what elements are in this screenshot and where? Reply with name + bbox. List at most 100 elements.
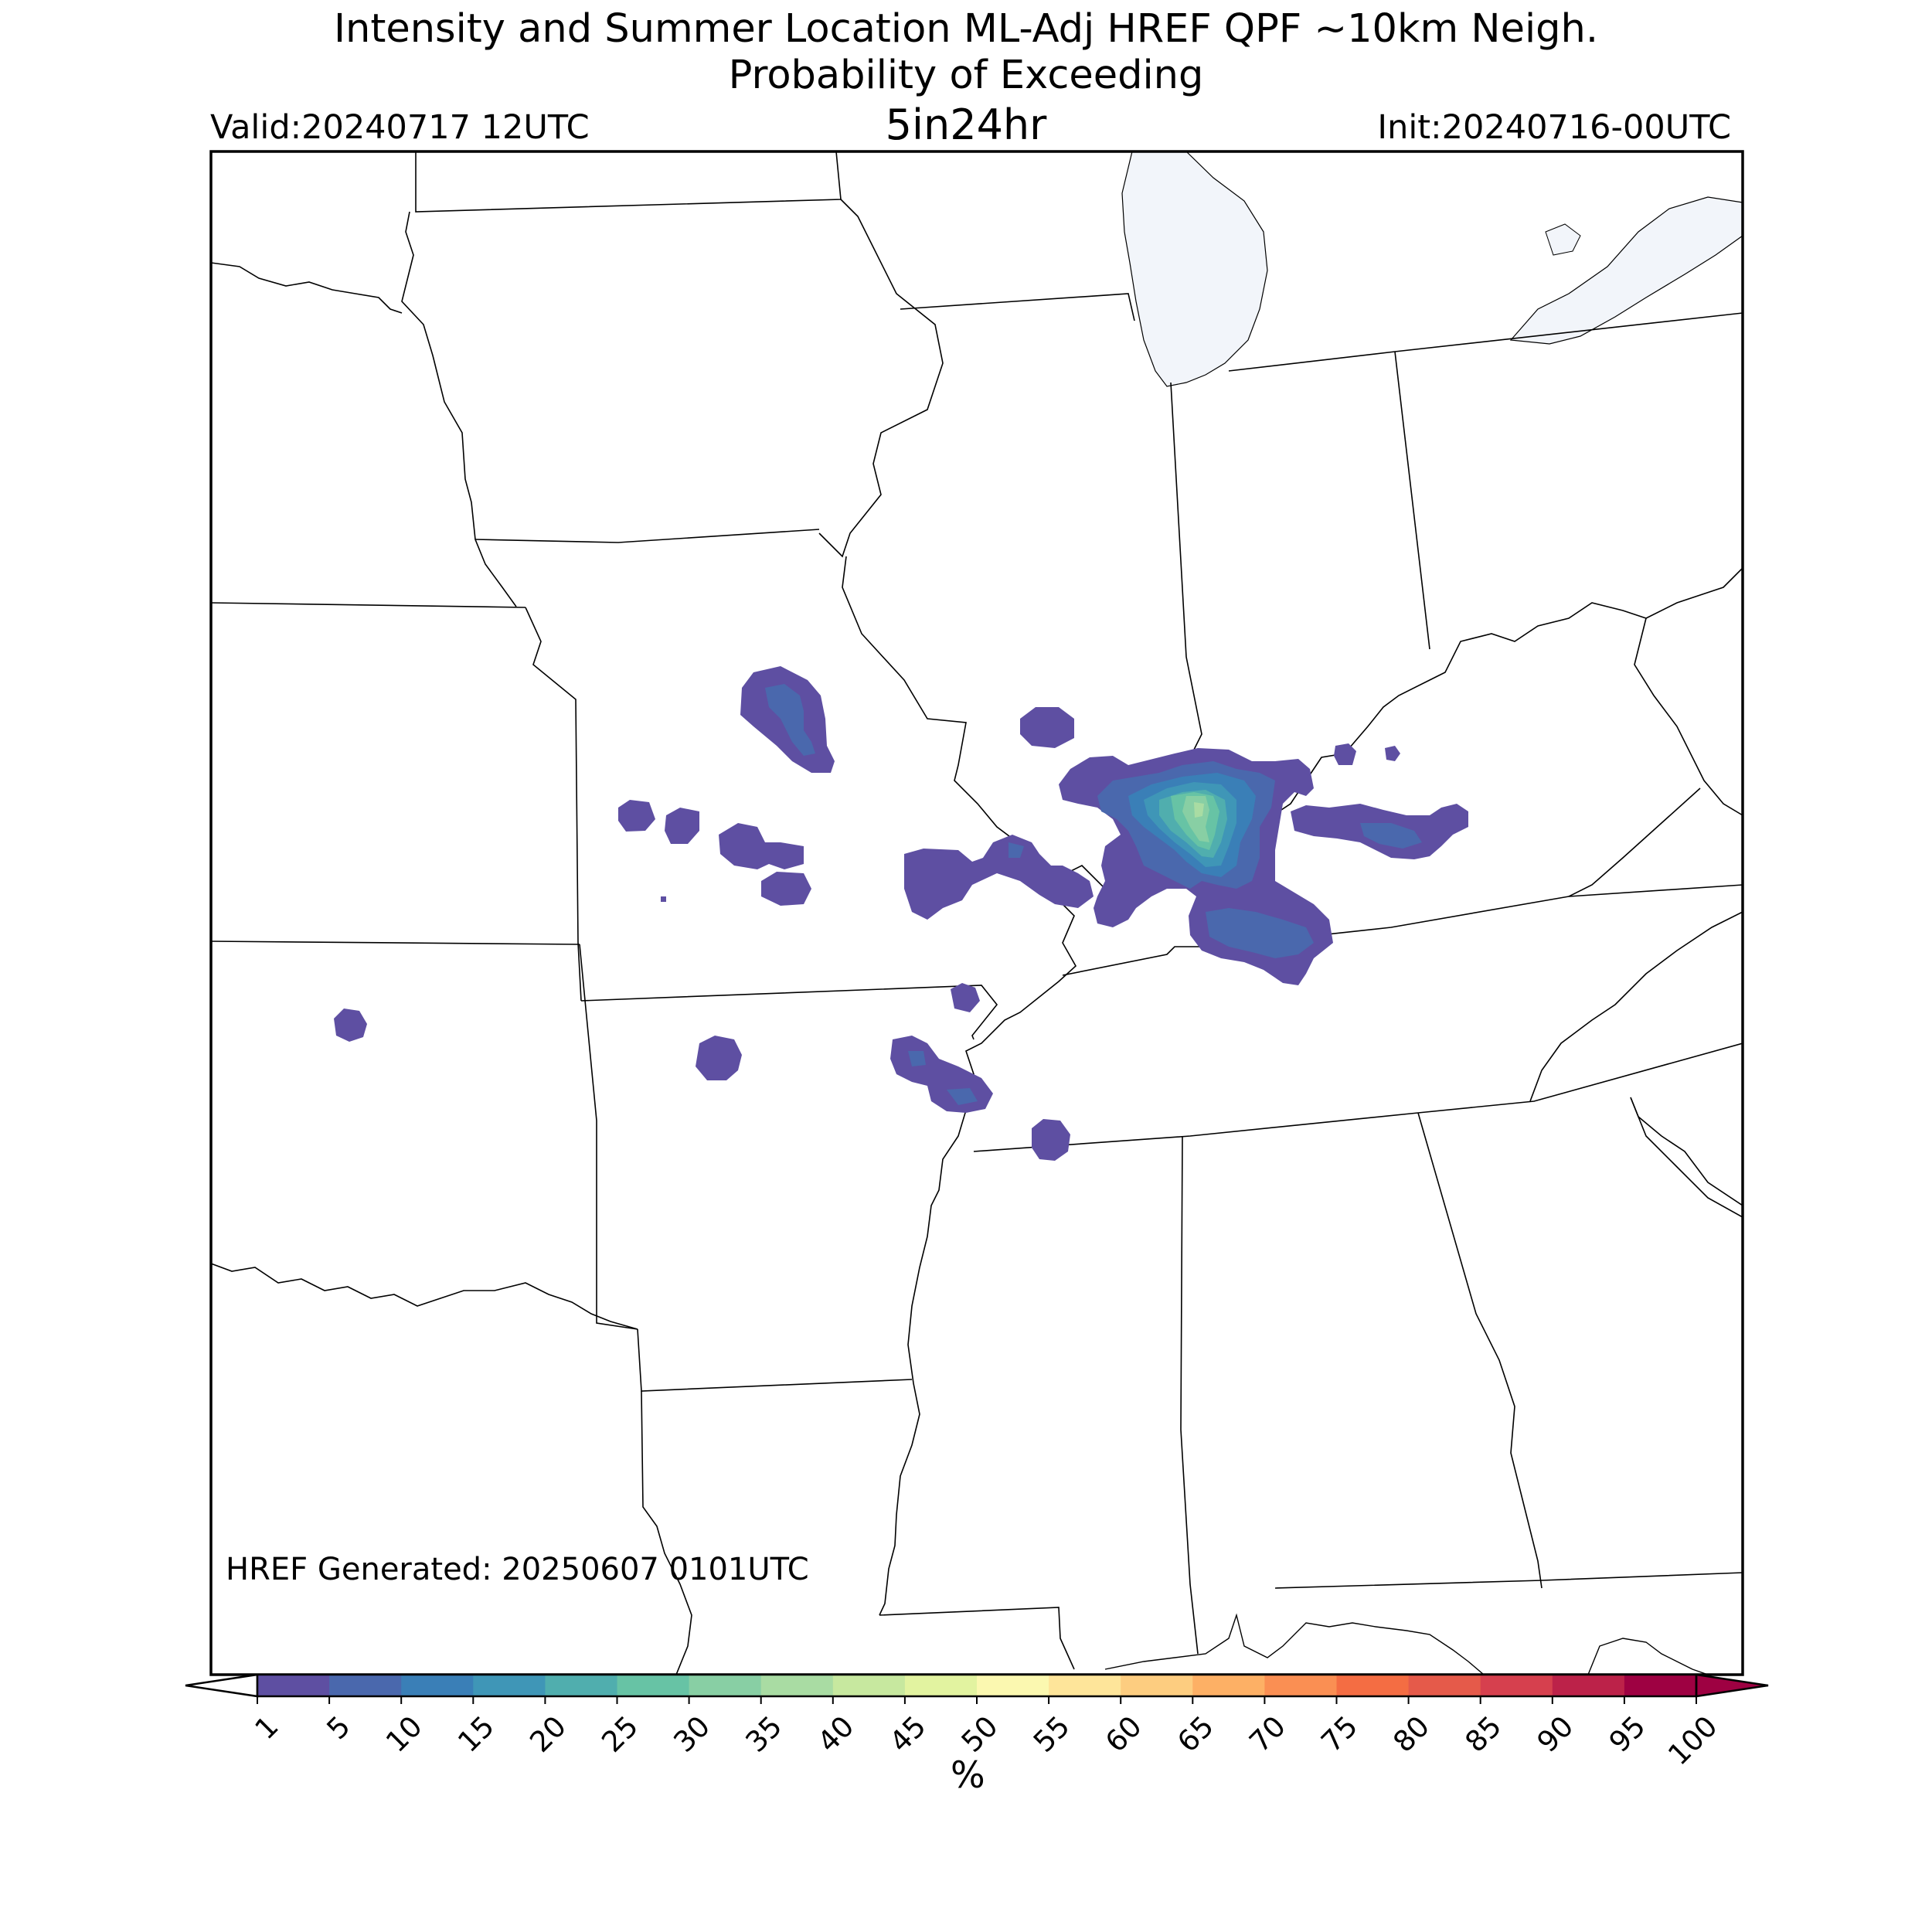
boundary-tn-nc — [1529, 911, 1743, 1102]
boundary-la-ms — [879, 1607, 1075, 1670]
colorbar-tick-label: 70 — [1243, 1709, 1292, 1759]
prob-area-ohio-dot1 — [1334, 743, 1356, 765]
prob-area-mo-west1 — [618, 800, 655, 832]
colorbar-tick-label: 90 — [1531, 1709, 1580, 1759]
prob-area-ar-core — [908, 1051, 926, 1066]
boundary-fl-al — [1274, 1572, 1743, 1589]
prob-area-mo-south — [951, 983, 980, 1012]
boundary-ga-sc — [1630, 1097, 1743, 1218]
colorbar-tick-label: 1 — [249, 1709, 285, 1746]
prob-area-mo-east — [904, 835, 1094, 920]
boundary-tx-la — [641, 1390, 692, 1675]
colorbar-tick-label: 40 — [811, 1709, 861, 1759]
colorbar-tick-label: 50 — [955, 1709, 1005, 1759]
map-area — [211, 151, 1743, 1675]
boundary-ia-west — [401, 211, 517, 607]
colorbar-tick-label: 100 — [1662, 1709, 1723, 1771]
colorbar-segment — [1049, 1675, 1121, 1696]
boundary-wi-il — [900, 293, 1135, 321]
boundary-ok-tx — [211, 1263, 638, 1330]
boundary-mo-ar — [580, 985, 998, 1040]
land-background — [211, 151, 1743, 1675]
colorbar-under-arrow — [185, 1673, 259, 1698]
boundary-ks-mo — [525, 607, 582, 1002]
colorbar-unit-label: % — [951, 1754, 985, 1797]
colorbar-segment — [904, 1675, 978, 1696]
colorbar-segment — [473, 1675, 546, 1696]
prob-area-mo-east-core — [1009, 842, 1024, 858]
boundary-al-ga — [1417, 1112, 1543, 1589]
colorbar-segment — [1408, 1675, 1481, 1696]
boundary-ne-ia-coast — [211, 262, 403, 314]
colorbar-segment — [1336, 1675, 1410, 1696]
gulf-coastline — [1104, 1613, 1485, 1675]
prob-area-mo-mid2 — [761, 872, 811, 906]
probability-field — [334, 666, 1468, 1161]
prob-area-ky-east-core — [1360, 823, 1422, 849]
colorbar-segment — [1552, 1675, 1625, 1696]
colorbar-segment — [257, 1675, 330, 1696]
colorbar-segment — [760, 1675, 834, 1696]
prob-area-main-5pct-south — [1206, 908, 1314, 958]
colorbar-segment — [1192, 1675, 1265, 1696]
boundary-ms-al — [1180, 1135, 1199, 1655]
colorbar-segment — [617, 1675, 690, 1696]
lake-erie — [1509, 196, 1743, 345]
colorbar-tick-label: 15 — [451, 1709, 501, 1759]
lake-st-clair — [1545, 223, 1581, 256]
colorbar-tick-label: 60 — [1099, 1709, 1148, 1759]
colorbar-tick-label: 45 — [883, 1709, 933, 1759]
prob-area-mo-mid — [719, 823, 804, 869]
prob-area-mo-west2 — [665, 808, 699, 844]
boundary-ok-ar — [579, 944, 638, 1330]
colorbar-tick-label: 30 — [667, 1709, 716, 1759]
prob-area-il-central — [1020, 707, 1074, 748]
boundary-ia-mo — [474, 529, 820, 543]
prob-area-ks — [334, 1009, 367, 1042]
fl-panhandle-coast — [1587, 1638, 1709, 1675]
colorbar-tick-label: 35 — [740, 1709, 789, 1759]
colorbar-segment — [1121, 1675, 1193, 1696]
chart-title-line2: Probability of Exceeding — [728, 53, 1204, 98]
chart-title-line1: Intensity and Summer Location ML-Adj HRE… — [333, 6, 1599, 52]
boundary-ne-ks — [211, 602, 526, 608]
colorbar-segment — [1480, 1675, 1553, 1696]
boundary-ks-ok — [211, 940, 580, 945]
colorbar-segment — [1624, 1675, 1697, 1696]
prob-area-main-35pct — [1194, 802, 1204, 818]
prob-area-tn-ms — [1032, 1119, 1070, 1161]
colorbar-over-arrow — [1695, 1673, 1769, 1698]
colorbar-tick-label: 10 — [379, 1709, 429, 1759]
colorbar-tick-label: 5 — [321, 1709, 357, 1746]
colorbar-segment — [401, 1675, 474, 1696]
colorbar-tick-label: 75 — [1315, 1709, 1364, 1759]
lake-michigan — [1121, 151, 1268, 387]
colorbar-tick-label: 20 — [523, 1709, 573, 1759]
colorbar-segment — [977, 1675, 1049, 1696]
colorbar-tick-label: 80 — [1386, 1709, 1436, 1759]
boundary-mn-ia — [415, 151, 842, 213]
boundary-il-mo-river — [842, 556, 1077, 1616]
colorbar-segment — [545, 1675, 618, 1696]
colorbar-segment — [832, 1675, 906, 1696]
boundary-in-oh — [1394, 351, 1430, 650]
colorbar-segment — [329, 1675, 402, 1696]
valid-time: Valid:20240717 12UTC — [210, 108, 590, 147]
colorbar-tick-label: 55 — [1027, 1709, 1077, 1759]
colorbar-tick-label: 85 — [1459, 1709, 1509, 1759]
state-boundaries — [211, 151, 1743, 1675]
colorbar-tick-label: 65 — [1171, 1709, 1220, 1759]
boundary-ia-il — [818, 199, 944, 558]
boundary-ky-va-tn — [1568, 787, 1701, 897]
prob-area-ar-1 — [696, 1036, 742, 1080]
init-time: Init:20240716-00UTC — [1377, 108, 1731, 147]
colorbar-tick-label: 95 — [1603, 1709, 1652, 1759]
prob-area-mo-north-core — [765, 684, 815, 756]
prob-area-ar-2-core — [947, 1088, 978, 1105]
colorbar-segment — [689, 1675, 762, 1696]
prob-area-ohio-dot2 — [1385, 746, 1400, 761]
colorbar-segment — [1264, 1675, 1338, 1696]
boundary-ky-wv-va — [1634, 617, 1743, 816]
generated-stamp: HREF Generated: 20250607 0101UTC — [226, 1552, 809, 1587]
